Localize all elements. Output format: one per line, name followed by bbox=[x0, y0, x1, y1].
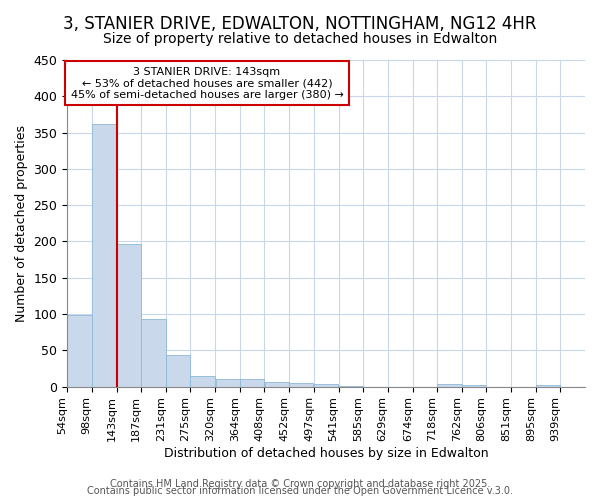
Y-axis label: Number of detached properties: Number of detached properties bbox=[15, 125, 28, 322]
Text: Contains HM Land Registry data © Crown copyright and database right 2025.: Contains HM Land Registry data © Crown c… bbox=[110, 479, 490, 489]
Bar bbox=[92, 124, 116, 386]
Text: 3 STANIER DRIVE: 143sqm
← 53% of detached houses are smaller (442)
45% of semi-d: 3 STANIER DRIVE: 143sqm ← 53% of detache… bbox=[71, 66, 343, 100]
Bar bbox=[240, 380, 265, 386]
X-axis label: Distribution of detached houses by size in Edwalton: Distribution of detached houses by size … bbox=[164, 447, 488, 460]
Bar bbox=[289, 383, 313, 386]
Text: Contains public sector information licensed under the Open Government Licence v.: Contains public sector information licen… bbox=[87, 486, 513, 496]
Text: 3, STANIER DRIVE, EDWALTON, NOTTINGHAM, NG12 4HR: 3, STANIER DRIVE, EDWALTON, NOTTINGHAM, … bbox=[63, 15, 537, 33]
Bar bbox=[190, 376, 215, 386]
Bar bbox=[314, 384, 338, 386]
Bar bbox=[117, 244, 141, 386]
Bar bbox=[67, 316, 92, 386]
Bar bbox=[437, 384, 461, 386]
Bar bbox=[215, 380, 240, 386]
Bar bbox=[462, 385, 486, 386]
Bar bbox=[265, 382, 289, 386]
Bar bbox=[536, 385, 560, 386]
Bar bbox=[142, 319, 166, 386]
Bar bbox=[166, 354, 190, 386]
Text: Size of property relative to detached houses in Edwalton: Size of property relative to detached ho… bbox=[103, 32, 497, 46]
